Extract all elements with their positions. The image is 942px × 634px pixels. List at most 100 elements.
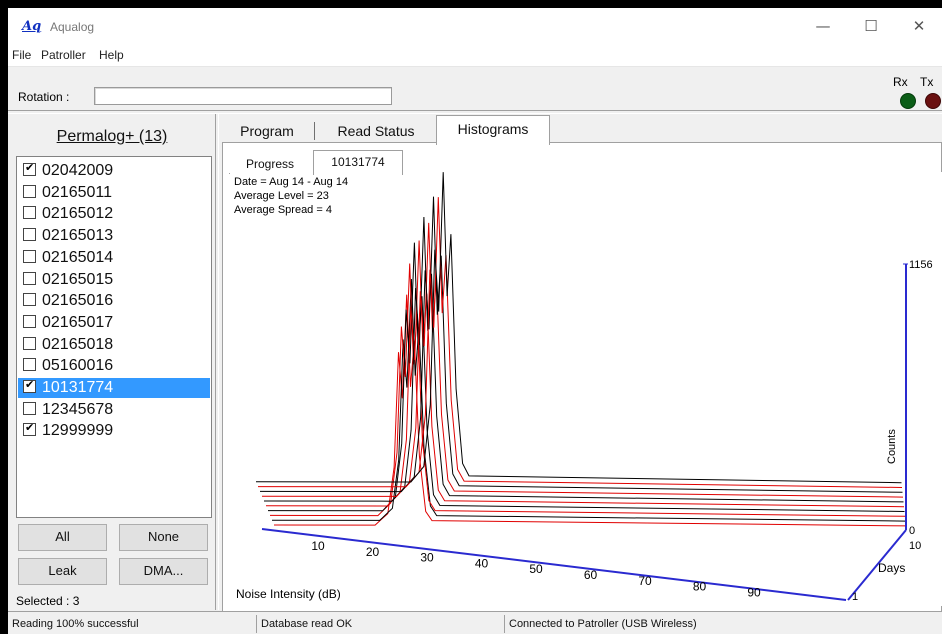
item-checkbox[interactable] bbox=[23, 206, 36, 220]
x-tick-label: 90 bbox=[747, 585, 761, 599]
tab-separator bbox=[314, 122, 315, 140]
x-tick-label: 20 bbox=[366, 545, 380, 559]
close-button[interactable]: ✕ bbox=[904, 16, 934, 36]
x-tick-label: 50 bbox=[529, 562, 543, 576]
item-checkbox[interactable] bbox=[23, 271, 36, 285]
item-checkbox[interactable]: ✔ bbox=[23, 421, 36, 437]
item-checkbox[interactable]: ✔ bbox=[23, 161, 36, 176]
x-axis-label: Noise Intensity (dB) bbox=[236, 587, 341, 601]
app-logo-icon: Aq bbox=[22, 19, 42, 34]
rotation-label: Rotation : bbox=[18, 90, 70, 104]
list-item[interactable]: 02165015 bbox=[18, 270, 210, 290]
list-item[interactable]: 02165016 bbox=[18, 291, 210, 311]
logger-list-title[interactable]: Permalog+ (13) bbox=[56, 128, 168, 145]
minimize-icon: — bbox=[815, 17, 831, 35]
menu-file[interactable]: File bbox=[12, 48, 32, 62]
series-line bbox=[259, 196, 903, 493]
list-item[interactable]: 02165013 bbox=[18, 226, 210, 246]
status-database: Database read OK bbox=[256, 615, 503, 633]
list-item[interactable]: 02165012 bbox=[18, 204, 210, 224]
subtab-progress[interactable]: Progress bbox=[245, 157, 295, 171]
title-bar: Aq Aqualog — ☐ ✕ bbox=[8, 8, 942, 44]
item-checkbox[interactable] bbox=[23, 293, 36, 307]
list-item-label: 02165017 bbox=[42, 313, 114, 331]
series-line bbox=[269, 263, 906, 517]
rotation-progress-bar bbox=[94, 87, 392, 105]
tx-label: Tx bbox=[920, 75, 934, 89]
histogram-average-spread: Average Spread = 4 bbox=[234, 204, 332, 216]
status-reading: Reading 100% successful bbox=[12, 618, 139, 630]
series-line bbox=[267, 242, 905, 512]
series-line bbox=[261, 222, 904, 498]
status-connection: Connected to Patroller (USB Wireless) bbox=[504, 615, 929, 633]
histogram-date: Date = Aug 14 - Aug 14 bbox=[234, 176, 349, 188]
item-checkbox[interactable]: ✔ bbox=[23, 378, 36, 393]
item-checkbox[interactable] bbox=[23, 401, 36, 415]
series-line bbox=[265, 240, 905, 508]
list-item[interactable]: ✔ 12999999 bbox=[18, 421, 210, 441]
series-line bbox=[273, 294, 907, 527]
item-checkbox[interactable] bbox=[23, 228, 36, 242]
x-tick-label: 80 bbox=[693, 580, 707, 594]
select-all-button[interactable]: All bbox=[18, 524, 107, 551]
list-item[interactable]: 02165011 bbox=[18, 183, 210, 203]
menu-help[interactable]: Help bbox=[99, 48, 124, 62]
y-axis-label: Counts bbox=[886, 429, 898, 464]
x-tick-label: 70 bbox=[638, 574, 652, 588]
select-none-button[interactable]: None bbox=[119, 524, 208, 551]
list-item[interactable]: 05160016 bbox=[18, 356, 210, 376]
series-line bbox=[255, 172, 902, 484]
item-checkbox[interactable] bbox=[23, 314, 36, 328]
list-item-label: 02165012 bbox=[42, 205, 114, 223]
rx-label: Rx bbox=[893, 75, 908, 89]
status-bar: Reading 100% successful Database read OK… bbox=[8, 611, 942, 634]
list-item-label: 02042009 bbox=[42, 162, 114, 179]
list-item-label: 02165018 bbox=[42, 335, 114, 353]
close-icon: ✕ bbox=[912, 17, 926, 35]
list-item[interactable]: 02165017 bbox=[18, 313, 210, 333]
leak-button[interactable]: Leak bbox=[18, 558, 107, 585]
dma-button[interactable]: DMA... bbox=[119, 558, 208, 585]
menu-bar: File Patroller Help bbox=[8, 44, 942, 67]
maximize-icon: ☐ bbox=[864, 17, 878, 35]
checkmark-icon: ✔ bbox=[25, 161, 35, 174]
checkmark-icon: ✔ bbox=[25, 378, 35, 391]
item-checkbox[interactable] bbox=[23, 184, 36, 198]
histogram-plot: Date = Aug 14 - Aug 14 Average Level = 2… bbox=[230, 172, 942, 606]
left-panel: Permalog+ (13) ✔ 02042009 02165011 02165012… bbox=[12, 114, 212, 610]
tab-histograms[interactable]: Histograms bbox=[436, 115, 550, 145]
list-item-label: 02165013 bbox=[42, 227, 114, 245]
list-item[interactable]: 12345678 bbox=[18, 400, 210, 420]
list-item[interactable]: ✔ 10131774 bbox=[18, 378, 210, 398]
list-item-label: 02165011 bbox=[42, 183, 112, 201]
checkmark-icon: ✔ bbox=[25, 421, 35, 435]
minimize-button[interactable]: — bbox=[808, 16, 838, 36]
x-tick-label: 10 bbox=[311, 539, 325, 553]
series-line bbox=[257, 197, 903, 488]
app-window: Aq Aqualog — ☐ ✕ File Patroller Help Rot… bbox=[8, 8, 942, 634]
main-tab-bar: Program Read Status Histograms bbox=[220, 114, 942, 145]
list-item[interactable]: 02165018 bbox=[18, 335, 210, 355]
list-item-label: 02165015 bbox=[42, 270, 114, 288]
rotation-row: Rotation : Rx Tx bbox=[8, 67, 942, 110]
window-title: Aqualog bbox=[50, 20, 95, 34]
y-tick-label: 1156 bbox=[909, 259, 933, 271]
selected-count: Selected : 3 bbox=[16, 594, 80, 608]
menu-patroller[interactable]: Patroller bbox=[41, 48, 86, 62]
y-tick-label: 0 bbox=[909, 525, 915, 537]
maximize-button[interactable]: ☐ bbox=[856, 16, 886, 36]
tab-program[interactable]: Program bbox=[240, 123, 294, 139]
x-tick-label: 30 bbox=[420, 551, 434, 565]
list-item[interactable]: 02165014 bbox=[18, 248, 210, 268]
list-item[interactable]: ✔ 02042009 bbox=[18, 161, 210, 181]
item-checkbox[interactable] bbox=[23, 249, 36, 263]
list-item-label: 12999999 bbox=[42, 422, 114, 440]
item-checkbox[interactable] bbox=[23, 358, 36, 372]
subtab-logger[interactable]: 10131774 bbox=[313, 150, 403, 175]
item-checkbox[interactable] bbox=[23, 336, 36, 350]
tab-read-status[interactable]: Read Status bbox=[337, 123, 415, 139]
logger-listbox[interactable]: ✔ 02042009 02165011 02165012 02165013 0216501… bbox=[16, 156, 212, 518]
z-axis-label: Days bbox=[878, 561, 905, 575]
series-line bbox=[263, 216, 904, 503]
panel-splitter[interactable] bbox=[215, 114, 219, 610]
